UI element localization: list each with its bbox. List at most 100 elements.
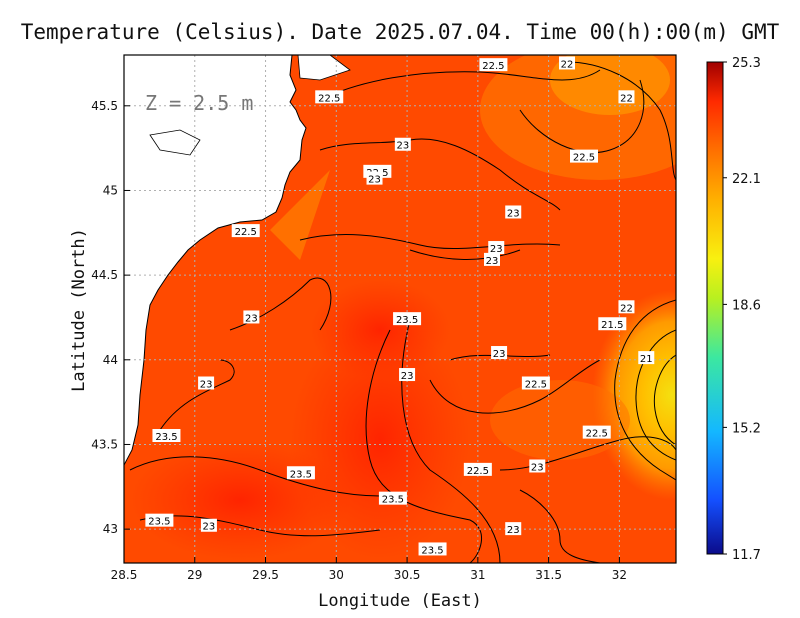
contour-23-north (319, 138, 561, 211)
contour-label-text: 23 (507, 525, 520, 536)
contour-22-5-ne (519, 79, 645, 154)
contour-label: 23 (399, 368, 416, 382)
contour-label-bg (491, 346, 508, 360)
colorbar-tick-label: 18.6 (732, 298, 761, 313)
contour-label: 22 (559, 56, 576, 70)
contour-label-text: 23.5 (396, 315, 418, 326)
contour-label: 23 (366, 171, 383, 186)
contour-23-5-sw (139, 515, 381, 537)
contour-label-text: 22 (561, 59, 574, 70)
contour-label-bg (598, 317, 627, 331)
contour-label-text: 23.5 (155, 432, 177, 443)
x-tick-label: 28.5 (111, 568, 138, 582)
contour-label-text: 22 (620, 93, 633, 104)
contour-label-bg (418, 542, 447, 556)
contour-label-bg (570, 149, 598, 163)
y-tick-label: 43 (103, 522, 118, 536)
contour-label-bg (582, 425, 611, 439)
contour-22-5-mid (429, 359, 601, 414)
temperature-field (124, 55, 676, 563)
contour-label-bg (145, 513, 174, 527)
contour-23-loop (409, 249, 521, 260)
contour-label: 21 (638, 351, 655, 365)
contour-label-bg (529, 459, 546, 473)
colorbar-tick-label: 25.3 (732, 56, 761, 71)
contour-label-text: 23 (396, 141, 409, 152)
contour-label-bg (393, 312, 422, 326)
contour-label-text: 23 (368, 175, 381, 186)
x-axis-label: Longitude (East) (318, 591, 482, 611)
y-tick-label: 45.5 (91, 99, 118, 113)
contour-label-bg (505, 522, 522, 536)
contour-label-bg (618, 300, 635, 314)
contour-label: 23 (200, 518, 217, 533)
contour-lines (129, 61, 676, 563)
contour-22-eddy (614, 299, 676, 481)
x-tick-label: 31 (470, 568, 485, 582)
contour-23-5-loop (365, 329, 482, 563)
contour-label-text: 22.5 (235, 227, 257, 238)
contour-label: 23 (505, 205, 522, 219)
contour-label: 23.5 (145, 513, 174, 528)
contour-label: 22.5 (315, 90, 344, 104)
contour-label-text: 23.5 (148, 517, 170, 528)
contour-label-bg (198, 376, 215, 390)
contour-label-text: 22.5 (318, 93, 340, 104)
contour-label-text: 23 (401, 371, 414, 382)
northern-coast-outline (297, 55, 351, 81)
contour-label-text: 22.5 (586, 429, 608, 440)
contour-label-bg (152, 429, 181, 442)
contour-label: 22 (618, 300, 635, 314)
contour-label: 23.5 (418, 542, 447, 556)
contour-label-bg (521, 376, 550, 390)
contour-labels: 22.5 22 22 22.5 22.5 23 22.5 23 23 22.5 23 23 22 21.5… (145, 56, 655, 556)
contour-label-text: 22.5 (525, 380, 547, 391)
contour-label-bg (231, 224, 260, 238)
contour-label-bg (315, 90, 344, 104)
contour-label-text: 22 (620, 303, 633, 314)
contour-label-text: 21.5 (601, 320, 623, 331)
contour-label-text: 22.5 (573, 153, 595, 164)
contour-label: 23 (491, 346, 508, 360)
contour-label-text: 23 (531, 462, 544, 473)
contour-label-bg (618, 90, 635, 104)
contour-label: 23.5 (378, 491, 407, 506)
contour-label: 22.5 (521, 376, 550, 391)
plot-frame (123, 54, 677, 564)
contour-label: 22.5 (463, 462, 492, 477)
contour-label-bg (479, 58, 508, 72)
contour-label: 23 (505, 522, 522, 536)
contour-label-text: 23.5 (382, 495, 404, 506)
contour-label-text: 22.5 (467, 466, 489, 477)
y-tick-label: 44 (103, 353, 118, 367)
contour-22-5-north (319, 69, 601, 101)
coastal-cool-band (270, 170, 330, 260)
contour-label-bg (484, 252, 500, 266)
contour-label-text: 23 (245, 313, 258, 324)
contour-label-text: 23.5 (421, 545, 443, 556)
x-tick-label: 30.5 (394, 568, 421, 582)
contour-23-west (159, 359, 235, 431)
contour-label: 22.5 (231, 224, 260, 238)
depth-annotation: Z = 2.5 m (145, 91, 253, 115)
colorbar-tick-label: 22.1 (732, 172, 761, 187)
contour-label-bg (399, 368, 416, 382)
y-axis-label: Latitude (North) (69, 228, 89, 392)
contour-label-bg (286, 466, 315, 480)
y-tick-label: 44.5 (91, 268, 118, 282)
cool-core-northeast (550, 55, 670, 115)
colorbar-tick-label: 15.2 (732, 421, 761, 436)
x-tick-label: 30 (329, 568, 344, 582)
contour-label-bg (488, 241, 505, 255)
contour-label: 23.5 (286, 466, 315, 480)
contour-label-text: 22.5 (482, 61, 504, 72)
contour-label: 22.5 (570, 149, 598, 164)
chart-title: Temperature (Celsius). Date 2025.07.04. … (21, 20, 780, 44)
warm-core-center (310, 280, 450, 380)
y-tick-label: 45 (103, 183, 118, 197)
contour-label-bg (463, 462, 492, 476)
contour-label-text: 23 (486, 256, 499, 267)
contour-label-bg (243, 310, 260, 324)
contour-label-bg (638, 351, 655, 365)
